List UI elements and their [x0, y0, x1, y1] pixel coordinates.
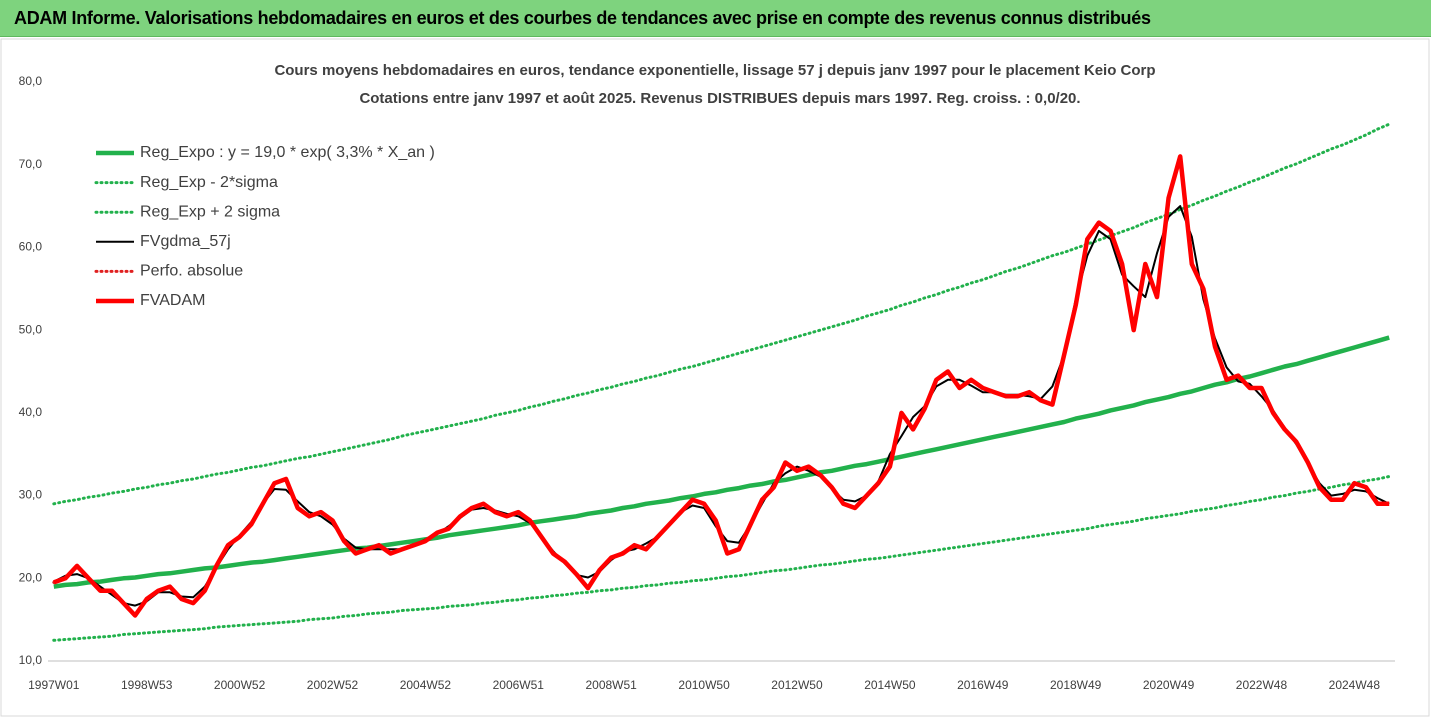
x-tick-label: 2018W49	[1050, 678, 1102, 692]
y-tick-label: 50,0	[19, 322, 43, 336]
legend-label: Perfo. absolue	[140, 263, 243, 280]
y-tick-label: 80,0	[19, 74, 43, 88]
y-tick-label: 60,0	[19, 240, 43, 254]
x-tick-label: 2014W50	[864, 678, 916, 692]
series-line	[53, 154, 1390, 618]
x-tick-label: 2008W51	[585, 678, 637, 692]
x-tick-label: 2002W52	[307, 678, 359, 692]
y-tick-label: 30,0	[19, 488, 43, 502]
x-tick-label: 2020W49	[1143, 678, 1195, 692]
x-tick-label: 2012W50	[771, 678, 823, 692]
x-tick-label: 2000W52	[214, 678, 266, 692]
chart-frame	[0, 38, 1430, 717]
banner: ADAM Informe. Valorisations hebdomadaire…	[0, 0, 1431, 37]
y-tick-label: 70,0	[19, 157, 43, 171]
legend-label: Reg_Expo : y = 19,0 * exp( 3,3% * X_an )	[140, 144, 435, 161]
chart-subtitle: Cotations entre janv 1997 et août 2025. …	[359, 90, 1080, 107]
y-tick-label: 20,0	[19, 570, 43, 584]
legend-label: Reg_Exp - 2*sigma	[140, 174, 278, 191]
x-tick-label: 2022W48	[1236, 678, 1288, 692]
chart: Cours moyens hebdomadaires en euros, ten…	[0, 38, 1430, 717]
x-tick-label: 2006W51	[493, 678, 545, 692]
legend-label: Reg_Exp + 2 sigma	[140, 203, 280, 220]
x-tick-label: 1997W01	[28, 678, 80, 692]
legend-label: FVADAM	[140, 292, 205, 309]
y-tick-label: 10,0	[19, 653, 43, 667]
y-tick-label: 40,0	[19, 405, 43, 419]
x-tick-label: 2004W52	[400, 678, 452, 692]
chart-title: Cours moyens hebdomadaires en euros, ten…	[274, 62, 1155, 79]
x-tick-label: 2010W50	[678, 678, 730, 692]
x-tick-label: 1998W53	[121, 678, 173, 692]
x-tick-label: 2016W49	[957, 678, 1009, 692]
legend-label: FVgdma_57j	[140, 233, 231, 250]
banner-title: ADAM Informe. Valorisations hebdomadaire…	[14, 8, 1151, 28]
x-tick-label: 2024W48	[1329, 678, 1381, 692]
series-line	[52, 475, 1391, 642]
series-line	[53, 335, 1390, 589]
